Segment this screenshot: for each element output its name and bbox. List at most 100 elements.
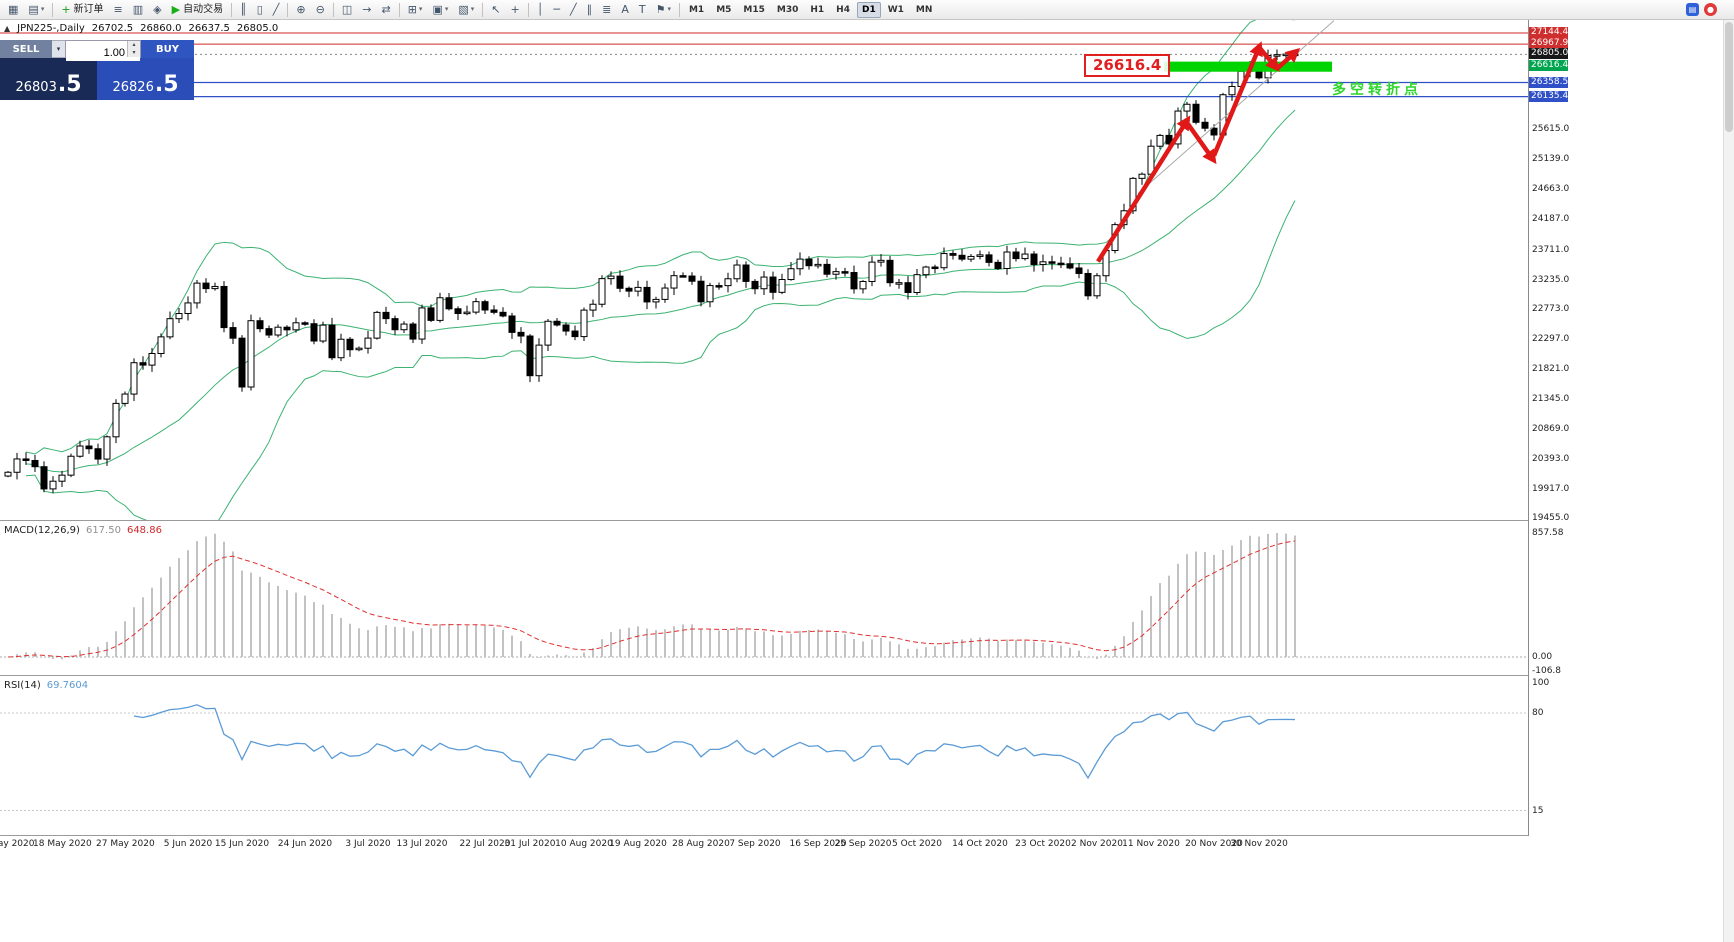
price-level-callout[interactable]: 26616.4: [1084, 54, 1171, 78]
toolbar-separator: [52, 2, 54, 17]
new-order-glyph: +: [61, 3, 71, 16]
timeframe-m30-button[interactable]: M30: [776, 4, 799, 15]
arrows-tool-caret-icon[interactable]: ▾: [667, 5, 671, 13]
timeframe-h4-button[interactable]: H4: [836, 4, 850, 15]
profiles-icon[interactable]: ▤ ▾: [24, 1, 48, 19]
date-label: 5 Oct 2020: [892, 839, 942, 849]
templates-icon[interactable]: ▧ ▾: [454, 1, 478, 19]
navigator-icon[interactable]: ◈: [149, 1, 165, 19]
templates-caret-icon[interactable]: ▾: [470, 5, 475, 13]
trend-arrows: [1096, 41, 1301, 263]
scrollbar-thumb[interactable]: [1725, 22, 1733, 132]
sell-price-main: 26803: [15, 79, 57, 95]
price-tick-label: 25615.0: [1532, 124, 1570, 135]
date-label: 10 Aug 2020: [555, 839, 613, 849]
text-icon[interactable]: A: [617, 1, 633, 19]
indicators-list-icon[interactable]: ⊞ ▾: [404, 1, 427, 19]
pane-separator[interactable]: [0, 520, 1568, 521]
record-icon[interactable]: ●: [1704, 3, 1717, 16]
data-window-icon[interactable]: ▥: [129, 1, 147, 19]
new-order-icon[interactable]: + 新订单: [57, 1, 107, 19]
profiles-caret-icon[interactable]: ▾: [40, 5, 45, 13]
vertical-line-icon[interactable]: │: [533, 1, 548, 19]
bollinger-bands: [25, 20, 1296, 520]
toolbar-groups: ▦ ▤ ▾ + 新订单 ≡ ▥ ◈ ▶ 自动交易 ║ ▯ ╱ ⊕ ⊖ ◫ → ⇄ ⊞ ▾ ▣ ▾ ▧ ▾ ↖ + │ ─ ╱ ∥ ≣ A T ⚑ ▾: [3, 0, 683, 19]
date-label: 23 Oct 2020: [1015, 839, 1071, 849]
price-tick-label: 24187.0: [1532, 214, 1570, 225]
crosshair-icon[interactable]: +: [507, 1, 524, 19]
highlight-zone[interactable]: [1164, 61, 1332, 72]
timeframe-m1-button[interactable]: M1: [688, 4, 705, 15]
date-label: 3 Jul 2020: [345, 839, 391, 849]
horizontal-line-glyph: ─: [553, 3, 560, 16]
main-price-chart[interactable]: [0, 20, 1528, 520]
date-label: 22 Jul 2020: [459, 839, 511, 849]
zoom-in-icon[interactable]: ⊕: [292, 1, 309, 19]
equidistant-channel-icon[interactable]: ∥: [583, 1, 597, 19]
trade-options-caret-icon[interactable]: ▾: [52, 40, 65, 58]
macd-name: MACD(12,26,9): [4, 525, 80, 536]
timeframe-toolbar: M1 M5 M15 M30 H1 H4 D1 W1 MN: [683, 0, 938, 19]
date-label: 27 May 2020: [96, 839, 155, 849]
timeframe-w1-button[interactable]: W1: [887, 4, 904, 15]
sell-price-fraction: .5: [57, 72, 82, 98]
trendline-icon[interactable]: ╱: [566, 1, 581, 19]
fibonacci-retracement-icon[interactable]: ≣: [598, 1, 615, 19]
periods-caret-icon[interactable]: ▾: [444, 5, 449, 13]
auto-scroll-icon[interactable]: →: [358, 1, 375, 19]
text-label-icon[interactable]: T: [635, 1, 650, 19]
volume-increase-button[interactable]: ▴: [128, 41, 140, 49]
price-tick-label: 23235.0: [1532, 274, 1570, 285]
arrows-tool-icon[interactable]: ⚑ ▾: [652, 1, 675, 19]
new-chart-icon[interactable]: ▦: [4, 1, 22, 19]
candlestick-chart-icon[interactable]: ▯: [253, 1, 267, 19]
window-indicator-icons: ▤ ●: [1686, 3, 1731, 16]
price-marker: 26135.4: [1529, 90, 1569, 102]
line-chart-icon[interactable]: ╱: [269, 1, 284, 19]
periods-icon[interactable]: ▣ ▾: [428, 1, 452, 19]
macd-panel[interactable]: [0, 521, 1528, 675]
timeframe-d1-button[interactable]: D1: [856, 1, 881, 18]
bar-chart-icon[interactable]: ║: [236, 1, 251, 19]
indicators-list-caret-icon[interactable]: ▾: [418, 5, 423, 13]
zoom-out-icon[interactable]: ⊖: [312, 1, 329, 19]
vertical-line-glyph: │: [536, 3, 544, 16]
price-marker: 26358.5: [1529, 76, 1569, 88]
date-label: 28 Aug 2020: [672, 839, 730, 849]
timeframe-m15-button[interactable]: M15: [743, 4, 765, 15]
buy-price-button[interactable]: 26826 .5: [97, 58, 194, 100]
turning-point-note[interactable]: 多空转折点: [1332, 81, 1422, 98]
toolbar-separator: [231, 2, 233, 17]
date-label: 25 Sep 2020: [834, 839, 892, 849]
vertical-scrollbar[interactable]: [1723, 20, 1734, 942]
buy-button[interactable]: BUY: [141, 40, 194, 58]
one-click-trading-panel: SELL ▾ ▴ ▾ BUY 26803 .5 26826: [0, 40, 194, 100]
timeframe-m5-button[interactable]: M5: [716, 4, 732, 15]
toolbar-separator: [678, 2, 680, 17]
auto-scroll-glyph: →: [362, 3, 372, 16]
date-label: 14 Oct 2020: [952, 839, 1008, 849]
volume-input[interactable]: [66, 45, 140, 61]
cursor-icon[interactable]: ↖: [487, 1, 504, 19]
pane-separator[interactable]: [0, 675, 1568, 676]
volume-decrease-button[interactable]: ▾: [128, 49, 140, 57]
rsi-value: 69.7604: [46, 680, 89, 691]
sell-button[interactable]: SELL: [0, 40, 52, 58]
price-axis[interactable]: 25615.0 25139.0 24663.0 24187.0 23711.0 23235…: [1528, 20, 1570, 836]
date-label: 20 Nov 2020: [1185, 839, 1243, 849]
sell-price-button[interactable]: 26803 .5: [0, 58, 97, 100]
timeframe-mn-button[interactable]: MN: [915, 4, 933, 15]
autotrading-label: 自动交易: [183, 3, 224, 15]
blue-panel-icon[interactable]: ▤: [1686, 3, 1699, 16]
templates-glyph: ▧: [458, 3, 469, 16]
tile-windows-icon[interactable]: ◫: [338, 1, 356, 19]
market-watch-icon[interactable]: ≡: [110, 1, 127, 19]
autotrading-icon[interactable]: ▶ 自动交易: [168, 1, 227, 19]
timeframe-h1-button[interactable]: H1: [810, 4, 825, 15]
date-label: 24 Jun 2020: [277, 839, 333, 849]
horizontal-line-icon[interactable]: ─: [549, 1, 564, 19]
rsi-panel[interactable]: [0, 676, 1528, 835]
chart-collapse-icon[interactable]: ▲: [4, 24, 11, 33]
chart-shift-icon[interactable]: ⇄: [377, 1, 394, 19]
